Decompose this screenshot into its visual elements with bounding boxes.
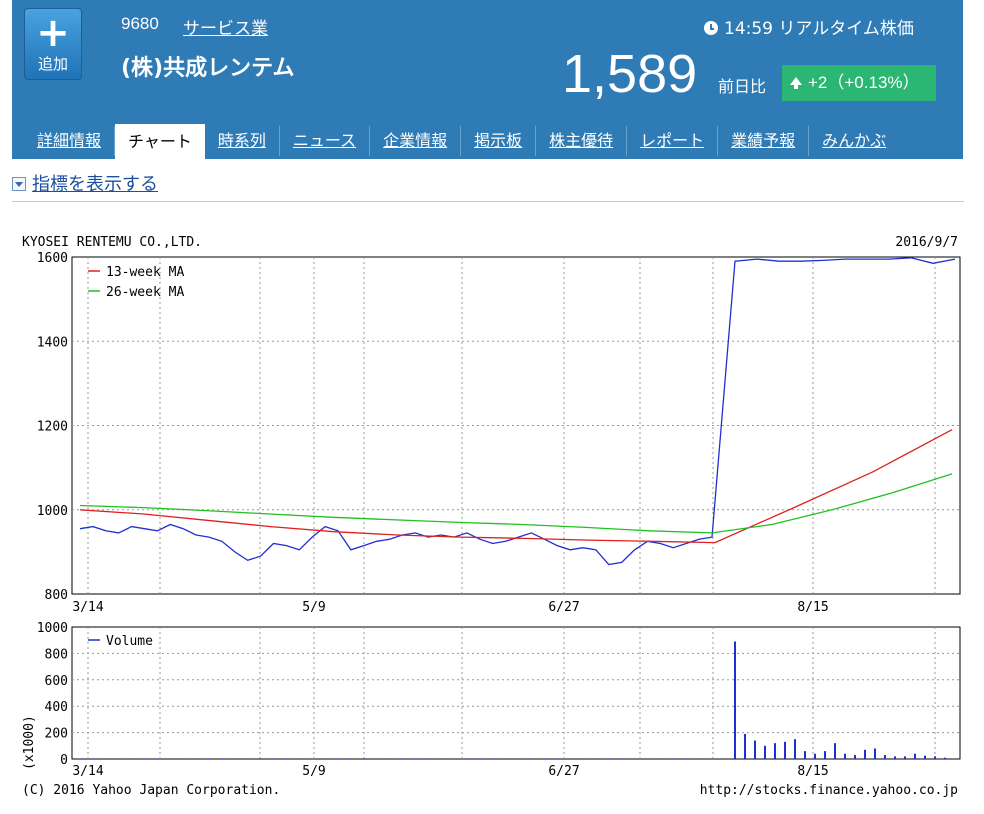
price-y-tick-label: 1600	[37, 251, 68, 266]
add-button-label: 追加	[37, 55, 68, 73]
tab-board[interactable]: 掲示板	[461, 126, 537, 156]
volume-y-tick-label: 0	[60, 753, 68, 768]
volume-x-tick-label: 8/15	[797, 764, 828, 779]
source-url: http://stocks.finance.yahoo.co.jp	[700, 783, 958, 798]
add-to-portfolio-button[interactable]: + 追加	[24, 8, 82, 80]
clock-icon	[704, 21, 718, 35]
price-x-tick-label: 8/15	[797, 600, 828, 615]
volume-y-tick-label: 400	[45, 700, 68, 715]
price-plot-frame	[71, 256, 961, 595]
volume-y-tick-label: 800	[45, 647, 68, 662]
ma26-series-line	[79, 473, 953, 534]
tab-details[interactable]: 詳細情報	[24, 126, 116, 156]
ma13-series-line	[79, 429, 953, 544]
tab-chart[interactable]: チャート	[115, 124, 205, 159]
show-indicators-label: 指標を表示する	[32, 174, 158, 195]
tab-forecast[interactable]: 業績予報	[718, 126, 810, 156]
tab-report[interactable]: レポート	[627, 126, 719, 156]
tab-company[interactable]: 企業情報	[370, 126, 462, 156]
price-change-badge: +2（+0.13%）	[782, 65, 936, 101]
show-indicators-link[interactable]: 指標を表示する	[12, 170, 158, 196]
volume-plot-frame	[71, 626, 961, 760]
tab-timeseries[interactable]: 時系列	[205, 126, 280, 156]
tab-benefits[interactable]: 株主優待	[536, 126, 628, 156]
legend-ma26-label: 26-week MA	[106, 285, 184, 300]
price-y-tick-label: 1000	[37, 504, 68, 519]
prev-day-label: 前日比	[718, 77, 767, 96]
volume-y-tick-label: 200	[45, 727, 68, 742]
legend-ma13-label: 13-week MA	[106, 265, 184, 280]
stock-code: 9680	[121, 14, 159, 33]
price-change: +2（+0.13%）	[808, 73, 920, 92]
chart-date: 2016/9/7	[895, 235, 958, 250]
plus-icon: +	[36, 10, 70, 56]
price-x-tick-label: 3/14	[72, 600, 103, 615]
volume-x-tick-label: 5/9	[302, 764, 325, 779]
volume-x-tick-label: 6/27	[548, 764, 579, 779]
expand-icon	[12, 177, 26, 191]
price-y-tick-label: 1400	[37, 335, 68, 350]
tab-bar: 詳細情報 チャート 時系列 ニュース 企業情報 掲示板 株主優待 レポート 業績…	[24, 124, 899, 159]
divider	[12, 201, 964, 202]
chart-title: KYOSEI RENTEMU CO.,LTD.	[22, 235, 202, 250]
current-price: 1,589	[562, 44, 698, 104]
tab-news[interactable]: ニュース	[280, 126, 371, 156]
update-time: 14:59	[724, 19, 773, 39]
tab-minkabu[interactable]: みんかぶ	[822, 131, 887, 150]
legend-volume-label: Volume	[106, 634, 153, 649]
company-name: (株)共成レンテム	[121, 56, 295, 81]
copyright-text: (C) 2016 Yahoo Japan Corporation.	[22, 783, 280, 798]
up-arrow-icon	[790, 77, 802, 85]
realtime-info: 14:59 リアルタイム株価	[704, 14, 914, 39]
volume-x-tick-label: 3/14	[72, 764, 103, 779]
price-x-tick-label: 6/27	[548, 600, 579, 615]
volume-y-tick-label: 1000	[37, 621, 68, 636]
realtime-label: リアルタイム株価	[778, 19, 914, 39]
sector-link[interactable]: サービス業	[183, 19, 268, 39]
price-series-line	[79, 257, 956, 566]
price-y-tick-label: 1200	[37, 420, 68, 435]
volume-y-unit: (x1000)	[22, 715, 37, 770]
price-x-tick-label: 5/9	[302, 600, 325, 615]
price-y-tick-label: 800	[45, 588, 68, 603]
volume-y-tick-label: 600	[45, 674, 68, 689]
